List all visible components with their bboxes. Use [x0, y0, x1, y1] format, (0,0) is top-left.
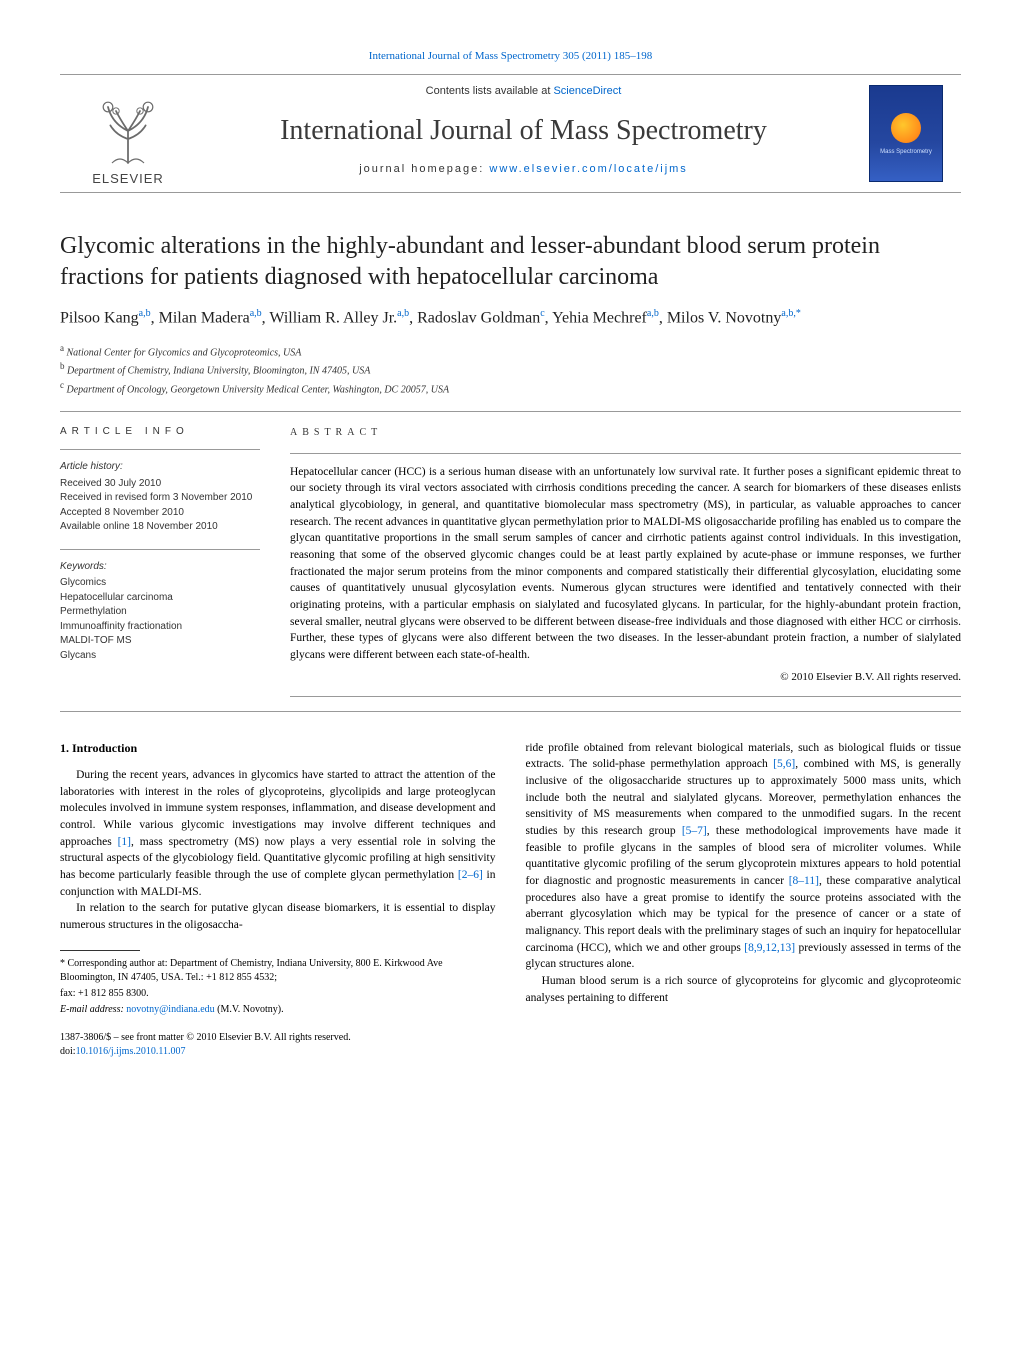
divider	[60, 411, 961, 412]
email-line: E-mail address: novotny@indiana.edu (M.V…	[60, 1003, 496, 1017]
homepage-line: journal homepage: www.elsevier.com/locat…	[206, 163, 841, 175]
abstract-text: Hepatocellular cancer (HCC) is a serious…	[290, 464, 961, 664]
journal-reference[interactable]: International Journal of Mass Spectromet…	[60, 50, 961, 62]
article-info-column: ARTICLE INFO Article history: Received 3…	[60, 426, 260, 697]
footnote-rule	[60, 950, 140, 951]
affiliation-line: b Department of Chemistry, Indiana Unive…	[60, 360, 961, 378]
body-paragraph: Human blood serum is a rich source of gl…	[526, 973, 962, 1006]
ref-link[interactable]: [8–11]	[789, 875, 819, 887]
affiliation-line: a National Center for Glycomics and Glyc…	[60, 342, 961, 360]
homepage-link[interactable]: www.elsevier.com/locate/ijms	[489, 163, 687, 175]
article-info-heading: ARTICLE INFO	[60, 426, 260, 437]
corresponding-author: * Corresponding author at: Department of…	[60, 957, 496, 985]
section-1-heading: 1. Introduction	[60, 740, 496, 757]
doi-label: doi:	[60, 1046, 76, 1057]
abstract-heading: ABSTRACT	[290, 426, 961, 441]
masthead: ELSEVIER Contents lists available at Sci…	[60, 74, 961, 193]
cover-label: Mass Spectrometry	[880, 149, 932, 155]
fax-line: fax: +1 812 855 8300.	[60, 987, 496, 1001]
cover-orb-icon	[891, 113, 921, 143]
keyword-line: Glycomics	[60, 576, 260, 591]
body-paragraph: During the recent years, advances in gly…	[60, 767, 496, 900]
keyword-line: MALDI-TOF MS	[60, 634, 260, 649]
divider	[290, 453, 961, 454]
keyword-line: Immunoaffinity fractionation	[60, 620, 260, 635]
issn-line: 1387-3806/$ – see front matter © 2010 El…	[60, 1031, 496, 1045]
journal-cover-icon: Mass Spectrometry	[869, 85, 943, 182]
homepage-prefix: journal homepage:	[359, 163, 489, 175]
doi-link[interactable]: 10.1016/j.ijms.2010.11.007	[76, 1046, 186, 1057]
divider	[290, 696, 961, 697]
abstract-column: ABSTRACT Hepatocellular cancer (HCC) is …	[290, 426, 961, 697]
contents-line: Contents lists available at ScienceDirec…	[206, 85, 841, 97]
keywords-label: Keywords:	[60, 560, 260, 575]
history-line: Received 30 July 2010	[60, 477, 260, 492]
publisher-block: ELSEVIER	[60, 75, 196, 192]
keyword-line: Hepatocellular carcinoma	[60, 591, 260, 606]
footer-block: 1387-3806/$ – see front matter © 2010 El…	[60, 1031, 496, 1059]
divider	[60, 449, 260, 450]
article-title: Glycomic alterations in the highly-abund…	[60, 231, 961, 293]
email-tail: (M.V. Novotny).	[215, 1004, 284, 1015]
contents-prefix: Contents lists available at	[426, 85, 554, 97]
footnotes: * Corresponding author at: Department of…	[60, 957, 496, 1017]
keyword-line: Glycans	[60, 649, 260, 664]
history-line: Received in revised form 3 November 2010	[60, 491, 260, 506]
elsevier-tree-icon	[88, 87, 168, 167]
body-paragraph: In relation to the search for putative g…	[60, 900, 496, 933]
copyright-line: © 2010 Elsevier B.V. All rights reserved…	[290, 670, 961, 686]
divider	[60, 549, 260, 550]
sciencedirect-link[interactable]: ScienceDirect	[553, 85, 621, 97]
divider	[60, 711, 961, 712]
ref-link[interactable]: [2–6]	[458, 869, 483, 881]
keyword-line: Permethylation	[60, 605, 260, 620]
body-columns: 1. Introduction During the recent years,…	[60, 740, 961, 1059]
cover-thumb-wrap: Mass Spectrometry	[851, 75, 961, 192]
email-label: E-mail address:	[60, 1004, 126, 1015]
masthead-center: Contents lists available at ScienceDirec…	[196, 75, 851, 192]
history-line: Available online 18 November 2010	[60, 520, 260, 535]
history-label: Article history:	[60, 460, 260, 475]
body-paragraph: ride profile obtained from relevant biol…	[526, 740, 962, 973]
journal-title: International Journal of Mass Spectromet…	[206, 115, 841, 147]
affiliations: a National Center for Glycomics and Glyc…	[60, 342, 961, 397]
publisher-name: ELSEVIER	[92, 171, 164, 186]
affiliation-line: c Department of Oncology, Georgetown Uni…	[60, 379, 961, 397]
doi-line: doi:10.1016/j.ijms.2010.11.007	[60, 1045, 496, 1059]
ref-link[interactable]: [8,9,12,13]	[744, 942, 795, 954]
ref-link[interactable]: [5,6]	[773, 758, 795, 770]
history-line: Accepted 8 November 2010	[60, 506, 260, 521]
ref-link[interactable]: [1]	[118, 836, 131, 848]
ref-link[interactable]: [5–7]	[682, 825, 707, 837]
author-list: Pilsoo Kanga,b, Milan Maderaa,b, William…	[60, 307, 961, 330]
email-link[interactable]: novotny@indiana.edu	[126, 1004, 214, 1015]
